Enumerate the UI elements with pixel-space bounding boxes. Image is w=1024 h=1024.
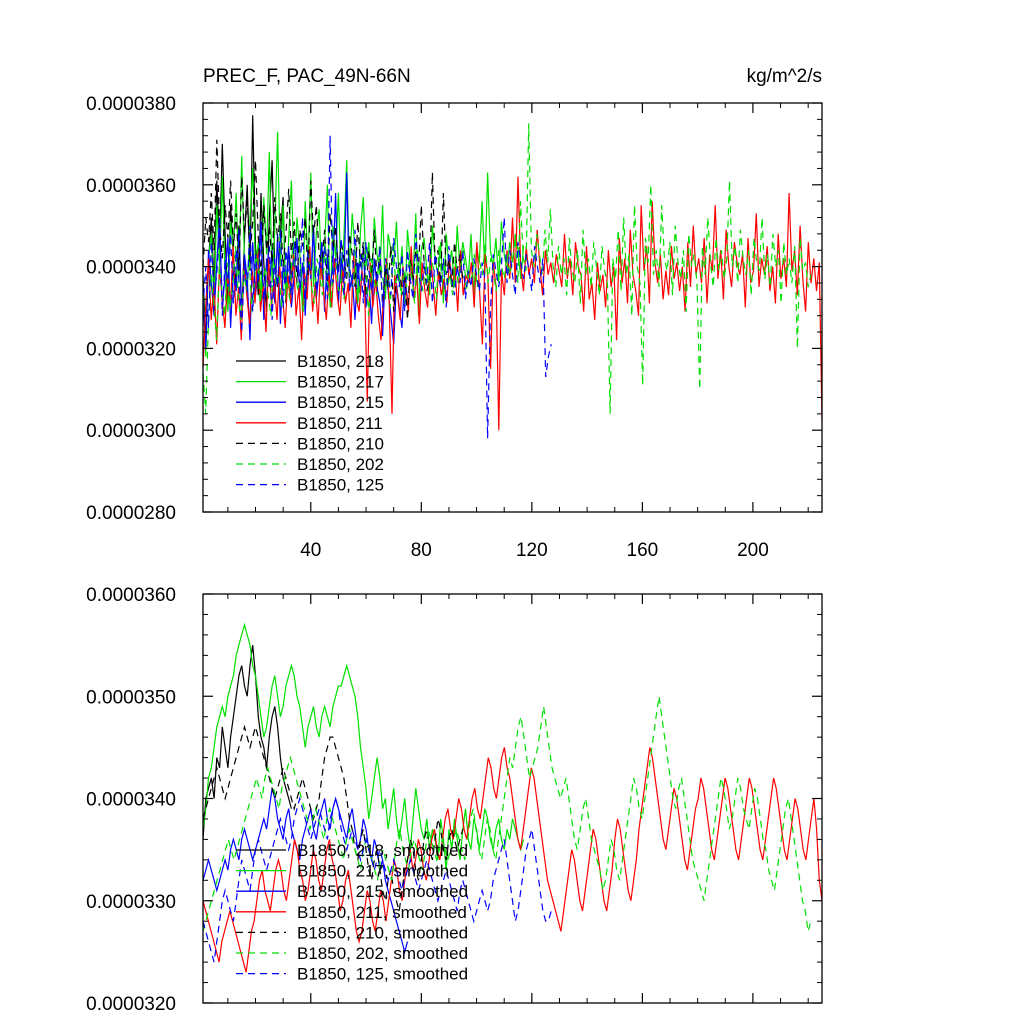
y-tick-label: 0.0000320	[86, 339, 176, 360]
chart-panel-2: 0.0000320 0.0000330 0.0000340 0.0000350 0.00…	[86, 585, 823, 1015]
legend-label: B1850, 211, smoothed	[297, 903, 467, 922]
y-tick-label: 0.0000360	[86, 585, 176, 606]
series-group	[203, 622, 822, 973]
legend-label: B1850, 125, smoothed	[297, 965, 468, 984]
y-tick-label: 0.0000360	[86, 176, 176, 197]
legend-label: B1850, 202	[297, 455, 384, 474]
y-tick-label: 0.0000350	[86, 687, 176, 708]
x-tick-label: 120	[516, 540, 548, 561]
x-tick-label: 160	[627, 540, 659, 561]
series-line-4	[203, 747, 822, 973]
legend-label: B1850, 202, smoothed	[297, 944, 468, 963]
x-tick-label: 80	[411, 540, 432, 561]
y-tick-label: 0.0000320	[86, 994, 176, 1015]
series-line-6	[203, 696, 812, 932]
series-line-4	[203, 176, 822, 431]
legend-label: B1850, 210	[297, 434, 384, 453]
y-tick-label: 0.0000340	[86, 258, 176, 279]
series-line-2	[203, 622, 525, 871]
series-line-6	[203, 123, 812, 414]
y-tick-label: 0.0000300	[86, 421, 176, 442]
legend-label: B1850, 125	[297, 476, 384, 495]
series-line-7	[203, 135, 552, 439]
y-tick-label: 0.0000330	[86, 892, 176, 913]
series-line-1	[203, 645, 292, 840]
series-group	[203, 115, 822, 439]
y-tick-label: 0.0000340	[86, 790, 176, 811]
legend-label: B1850, 210, smoothed	[297, 923, 468, 942]
legend-label: B1850, 215	[297, 393, 384, 412]
legend-label: B1850, 211	[297, 414, 383, 433]
legend: B1850, 218, smoothed B1850, 217, smoothed…	[236, 841, 468, 984]
legend-label: B1850, 218	[297, 352, 384, 371]
x-tick-label: 200	[737, 540, 769, 561]
series-line-5	[203, 139, 464, 320]
legend-label: B1850, 217	[297, 373, 384, 392]
y-tick-label: 0.0000280	[86, 503, 176, 524]
plot-title-left: PREC_F, PAC_49N-66N	[203, 66, 411, 87]
legend-label: B1850, 218, smoothed	[297, 841, 468, 860]
plot-frame	[202, 102, 823, 513]
series-line-3	[203, 788, 409, 955]
y-tick-label: 0.0000380	[86, 94, 176, 115]
legend-label: B1850, 217, smoothed	[297, 862, 468, 881]
plot-title-right: kg/m^2/s	[747, 66, 822, 87]
legend-label: B1850, 215, smoothed	[297, 882, 468, 901]
chart-panel-1: 40 80 120 160 200 0.0000280 0.0000300 0.0000320…	[86, 94, 823, 561]
x-tick-label: 40	[300, 540, 321, 561]
series-line-5	[203, 724, 464, 912]
